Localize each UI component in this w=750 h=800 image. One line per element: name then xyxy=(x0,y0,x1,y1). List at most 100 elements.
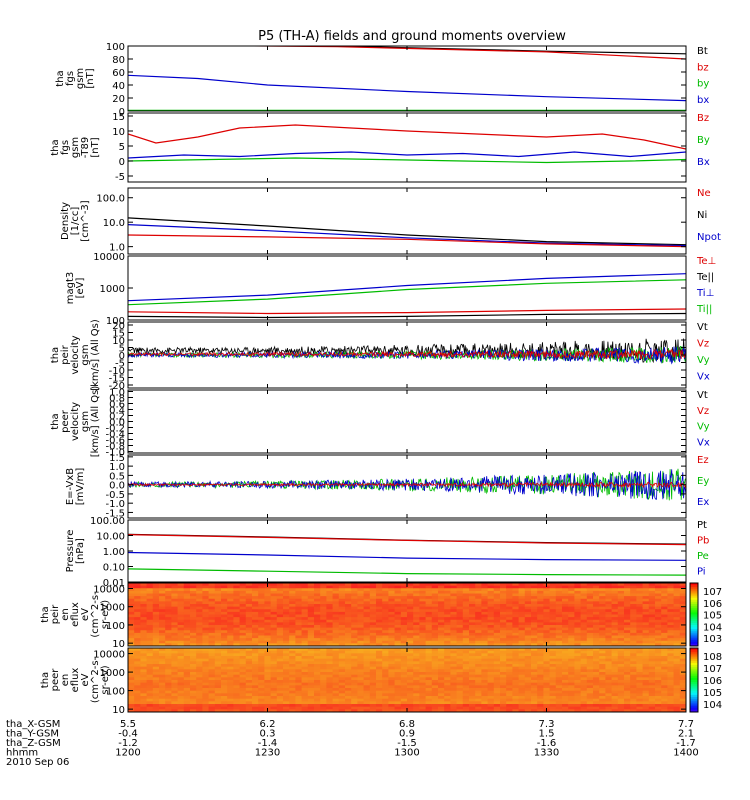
heat-cell xyxy=(388,606,396,610)
heat-cell xyxy=(475,664,482,668)
heat-cell xyxy=(214,632,222,637)
heat-cell xyxy=(332,601,340,605)
heat-cell xyxy=(314,583,321,587)
heat-cell xyxy=(580,680,588,684)
heat-cell xyxy=(568,696,575,700)
heat-cell xyxy=(202,627,210,631)
heat-cell xyxy=(283,658,290,662)
heat-cell xyxy=(239,609,247,613)
heat-cell xyxy=(326,653,334,657)
y-axis-label: fgs xyxy=(60,140,71,155)
heat-cell xyxy=(382,614,389,618)
heat-cell xyxy=(394,704,402,708)
heat-cell xyxy=(221,706,228,710)
colorbar-step xyxy=(690,585,698,588)
heat-cell xyxy=(586,588,594,592)
heat-cell xyxy=(394,614,402,618)
heat-cell xyxy=(419,625,427,629)
heat-cell xyxy=(512,614,520,618)
heat-cell xyxy=(227,682,234,686)
heat-cell xyxy=(183,677,191,681)
heat-cell xyxy=(593,604,600,608)
heat-cell xyxy=(524,619,532,623)
heat-cell xyxy=(531,650,538,654)
heat-cell xyxy=(152,627,160,631)
heat-cell xyxy=(400,604,408,608)
heat-cell xyxy=(338,593,346,597)
heat-cell xyxy=(283,696,290,700)
heat-cell xyxy=(196,696,203,700)
heat-cell xyxy=(258,635,265,639)
heat-cell xyxy=(431,688,439,692)
heat-cell xyxy=(245,701,253,705)
heat-cell xyxy=(407,693,414,697)
heat-cell xyxy=(351,590,358,595)
heat-cell xyxy=(221,598,228,602)
heat-cell xyxy=(407,696,414,700)
heat-cell xyxy=(245,650,253,654)
heat-cell xyxy=(289,617,296,621)
heat-cell xyxy=(599,617,606,621)
heat-cell xyxy=(562,643,569,646)
heat-cell xyxy=(400,583,408,587)
heat-cell xyxy=(568,593,575,597)
heat-cell xyxy=(208,701,216,705)
heat-cell xyxy=(673,596,681,600)
heat-cell xyxy=(196,656,203,660)
heat-cell xyxy=(264,611,272,616)
heat-cell xyxy=(580,638,588,642)
heat-cell xyxy=(301,590,309,595)
heat-cell xyxy=(500,585,507,589)
heat-cell xyxy=(146,688,154,692)
heat-cell xyxy=(469,656,476,660)
heat-cell xyxy=(679,682,686,686)
heat-cell xyxy=(357,648,365,652)
heat-cell xyxy=(487,606,495,610)
heat-cell xyxy=(679,666,686,670)
heat-cell xyxy=(456,701,464,705)
colorbar-tick-label: 105 xyxy=(703,611,722,622)
heat-cell xyxy=(214,596,222,600)
heat-cell xyxy=(469,611,476,616)
legend-entry: Bt xyxy=(697,46,708,57)
heat-cell xyxy=(289,664,296,668)
heat-cell xyxy=(580,583,588,587)
heat-cell xyxy=(307,596,315,600)
heat-cell xyxy=(679,653,686,657)
heat-cell xyxy=(413,701,420,705)
heat-cell xyxy=(276,630,284,634)
heat-cell xyxy=(593,664,600,668)
heat-cell xyxy=(642,690,650,694)
heat-cell xyxy=(146,601,154,605)
heat-cell xyxy=(648,604,656,608)
heat-cell xyxy=(128,604,135,608)
colorbar-tick-label: 106 xyxy=(703,676,722,687)
heat-cell xyxy=(394,627,402,631)
heat-cell xyxy=(289,677,296,681)
heat-cell xyxy=(357,706,365,710)
heat-cell xyxy=(239,693,247,697)
heat-cell xyxy=(376,653,383,657)
heat-cell xyxy=(177,632,185,637)
heat-cell xyxy=(450,625,458,629)
heat-cell xyxy=(469,590,476,595)
heat-cell xyxy=(431,609,439,613)
heat-cell xyxy=(202,698,210,702)
heat-cell xyxy=(475,640,482,644)
heat-cell xyxy=(140,656,148,660)
heat-cell xyxy=(549,598,557,602)
heat-cell xyxy=(239,611,247,616)
heat-cell xyxy=(655,658,662,662)
heat-cell xyxy=(258,601,265,605)
heat-cell xyxy=(283,596,290,600)
heat-cell xyxy=(500,638,507,642)
heat-cell xyxy=(171,685,179,689)
heat-cell xyxy=(382,653,389,657)
heat-cell xyxy=(258,701,265,705)
heat-cell xyxy=(673,666,681,670)
heat-cell xyxy=(227,648,234,652)
heat-cell xyxy=(140,585,148,589)
heat-cell xyxy=(562,674,569,678)
heat-cell xyxy=(500,701,507,705)
